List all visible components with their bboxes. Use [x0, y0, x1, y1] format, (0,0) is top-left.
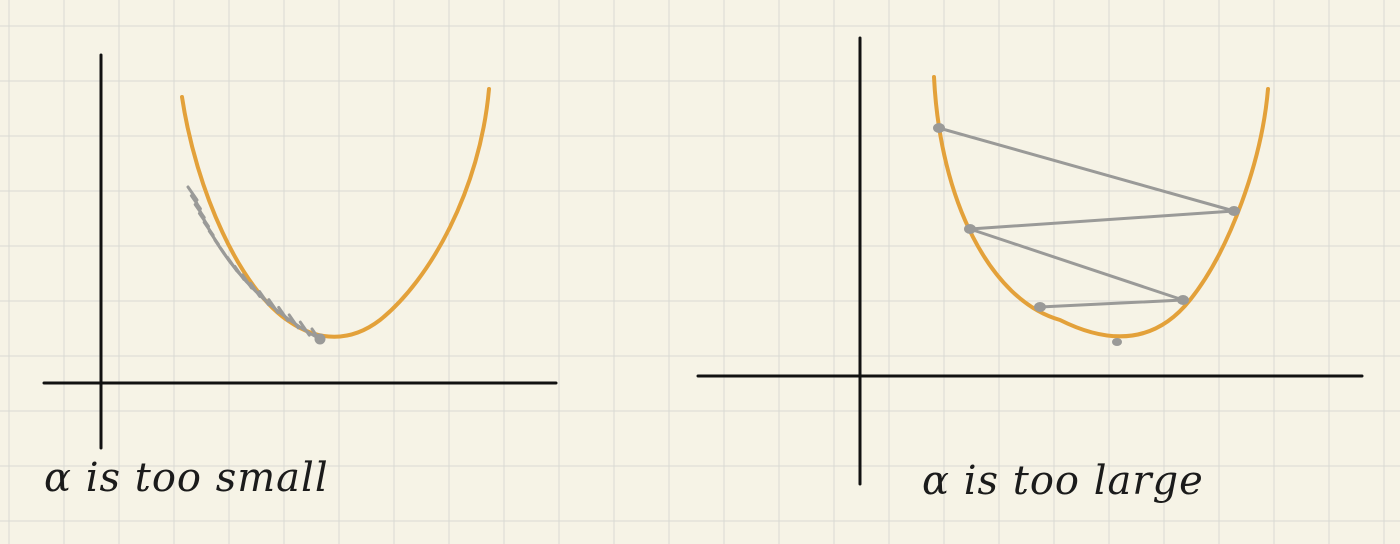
panel-small-alpha: [42, 53, 558, 450]
caption-too-small: α is too small: [44, 455, 329, 501]
small-step-tick: [298, 320, 311, 337]
step-point-3: [964, 224, 976, 234]
step-points: [933, 123, 1240, 346]
small-steps-path: [186, 185, 326, 345]
small-step-tick: [241, 273, 254, 290]
step-point-6: [1112, 338, 1122, 346]
small-steps-line: [192, 194, 320, 340]
step-point-2: [1228, 206, 1240, 216]
small-step-tick: [189, 194, 202, 211]
step-point-1: [933, 123, 945, 133]
step-point-4: [1177, 295, 1189, 305]
large-steps-path: [937, 126, 1236, 309]
small-step-tick: [277, 305, 290, 322]
caption-too-large: α is too large: [922, 458, 1204, 504]
small-step-tick: [193, 203, 206, 220]
small-step-tick: [258, 290, 271, 307]
step-point-5: [1034, 302, 1046, 312]
small-step-tick: [249, 281, 262, 298]
small-step-tick: [267, 298, 280, 315]
small-steps-end-point: [314, 333, 326, 345]
panel-large-alpha: [696, 36, 1364, 486]
small-step-tick: [186, 185, 199, 202]
cost-curve-left: [180, 87, 491, 339]
cost-curve-right: [932, 75, 1270, 339]
small-step-tick: [287, 313, 300, 330]
